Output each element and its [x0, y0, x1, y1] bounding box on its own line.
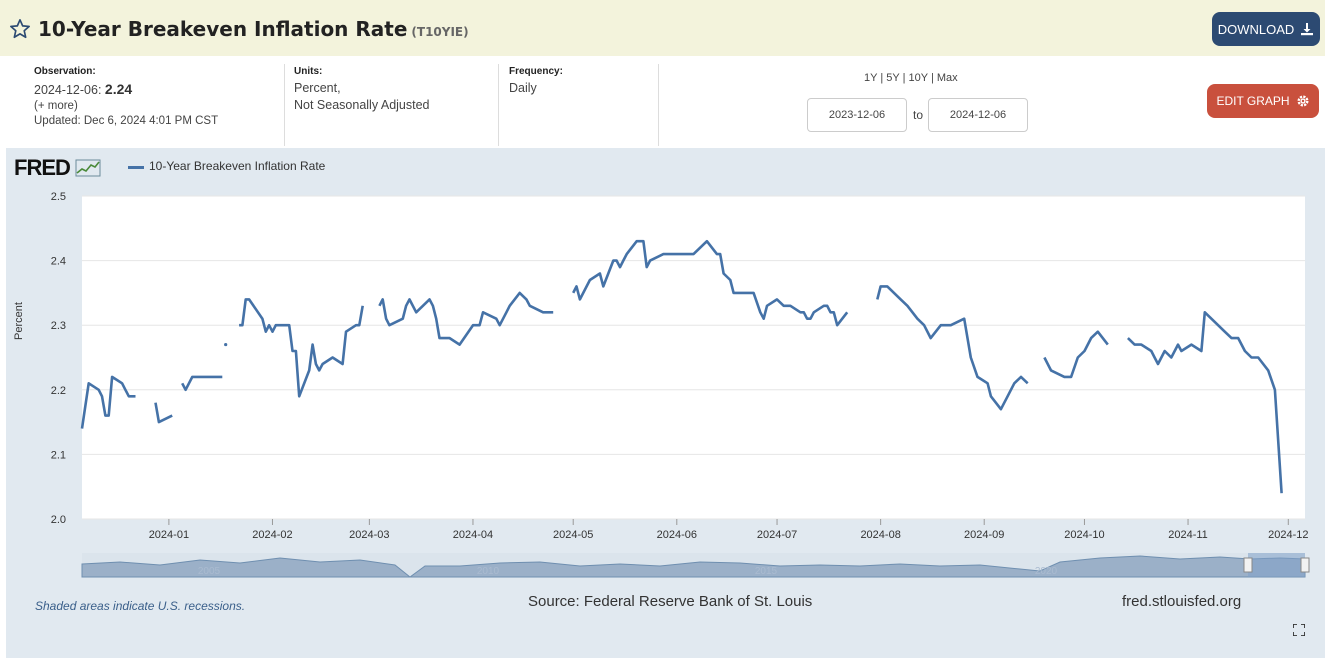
legend-swatch: [128, 166, 144, 169]
chart-container: [6, 148, 1325, 658]
range-5y[interactable]: 5Y: [886, 72, 900, 84]
fred-logo-text: FRED: [14, 155, 71, 180]
units-label: Units:: [294, 66, 323, 77]
units-line1: Percent,: [294, 81, 341, 95]
range-sep: |: [930, 72, 934, 84]
observation-label: Observation:: [34, 66, 96, 77]
to-label: to: [913, 108, 924, 122]
start-date-input[interactable]: 2023-12-06: [807, 98, 907, 132]
fred-logo-graph-icon: [75, 159, 101, 177]
observation-panel: Observation: 2024-12-06: 2.24 (+ more) U…: [34, 60, 218, 146]
fred-site-link[interactable]: fred.stlouisfed.org: [1122, 593, 1242, 610]
y-axis-label: Percent: [13, 302, 25, 340]
divider: [658, 64, 659, 146]
page-title: 10-Year Breakeven Inflation Rate (T10YIE): [38, 17, 469, 41]
recession-note: Shaded areas indicate U.S. recessions.: [35, 599, 246, 613]
star-icon[interactable]: [9, 18, 31, 40]
observation-value: 2.24: [104, 81, 133, 97]
range-10y[interactable]: 10Y: [908, 72, 928, 84]
edit-graph-button[interactable]: EDIT GRAPH: [1207, 84, 1319, 118]
frequency-panel: Frequency: Daily: [509, 60, 563, 146]
more-link[interactable]: (+ more): [34, 100, 78, 112]
source-text: Source: Federal Reserve Bank of St. Loui…: [528, 593, 813, 610]
download-button[interactable]: DOWNLOAD: [1212, 12, 1320, 46]
units-panel: Units: Percent, Not Seasonally Adjusted: [294, 60, 430, 146]
observation-line: 2024-12-06: 2.24: [34, 81, 218, 97]
legend-series-name: 10-Year Breakeven Inflation Rate: [149, 159, 326, 173]
range-selector: 1Y | 5Y | 10Y | Max: [864, 72, 958, 84]
range-1y[interactable]: 1Y: [864, 72, 878, 84]
end-date-input[interactable]: 2024-12-06: [928, 98, 1028, 132]
frequency-value: Daily: [509, 81, 537, 95]
range-max[interactable]: Max: [936, 72, 958, 84]
fullscreen-icon[interactable]: [1293, 624, 1305, 636]
download-icon: [1301, 23, 1314, 36]
fred-logo[interactable]: FRED: [14, 155, 101, 181]
edit-graph-label: EDIT GRAPH: [1216, 94, 1290, 108]
observation-date: 2024-12-06:: [34, 83, 102, 97]
range-sep: |: [902, 72, 906, 84]
gear-icon: [1297, 95, 1309, 107]
title-bar: 10-Year Breakeven Inflation Rate (T10YIE)…: [0, 0, 1325, 56]
download-label: DOWNLOAD: [1217, 21, 1295, 37]
range-sep: |: [880, 72, 884, 84]
divider: [498, 64, 499, 146]
frequency-label: Frequency:: [509, 66, 563, 77]
units-line2: Not Seasonally Adjusted: [294, 98, 430, 112]
divider: [284, 64, 285, 146]
series-title: 10-Year Breakeven Inflation Rate: [38, 17, 408, 41]
series-id: (T10YIE): [411, 25, 469, 39]
updated-text: Updated: Dec 6, 2024 4:01 PM CST: [34, 115, 219, 127]
